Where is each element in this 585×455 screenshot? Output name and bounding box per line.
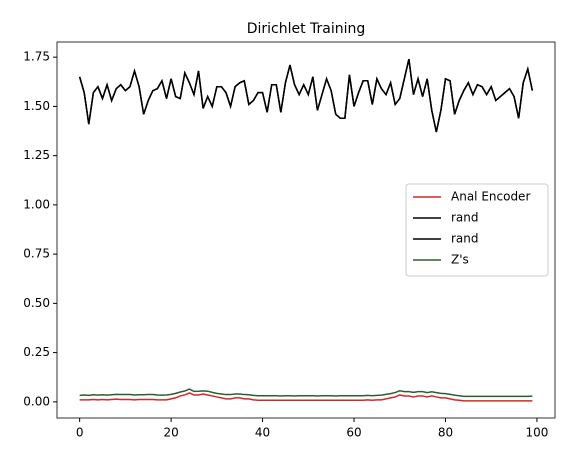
- plot-frame: [56, 41, 556, 419]
- y-tick-label: 0.25: [23, 345, 50, 359]
- x-tick-label: 60: [346, 426, 361, 440]
- chart-title: Dirichlet Training: [247, 21, 366, 37]
- x-tick-label: 100: [525, 426, 548, 440]
- legend-label: rand: [451, 232, 479, 246]
- legend-label: rand: [451, 211, 479, 225]
- x-tick-label: 40: [255, 426, 270, 440]
- y-tick-label: 1.25: [23, 148, 50, 162]
- y-tick-label: 0.50: [23, 296, 50, 310]
- series-line: [79, 392, 533, 402]
- y-tick-label: 1.50: [23, 99, 50, 113]
- legend-label: Anal Encoder: [451, 190, 530, 204]
- legend-label: Z's: [451, 253, 469, 267]
- y-tick-label: 1.00: [23, 197, 50, 211]
- y-tick-label: 1.75: [23, 50, 50, 64]
- y-tick-label: 0.00: [23, 394, 50, 408]
- legend-box: [405, 183, 549, 277]
- series-line: [78, 58, 534, 133]
- series-line: [78, 58, 534, 133]
- series-line: [79, 388, 533, 398]
- x-tick-label: 20: [163, 426, 178, 440]
- x-tick-label: 0: [76, 426, 84, 440]
- y-tick-label: 0.75: [23, 247, 50, 261]
- x-tick-label: 80: [438, 426, 453, 440]
